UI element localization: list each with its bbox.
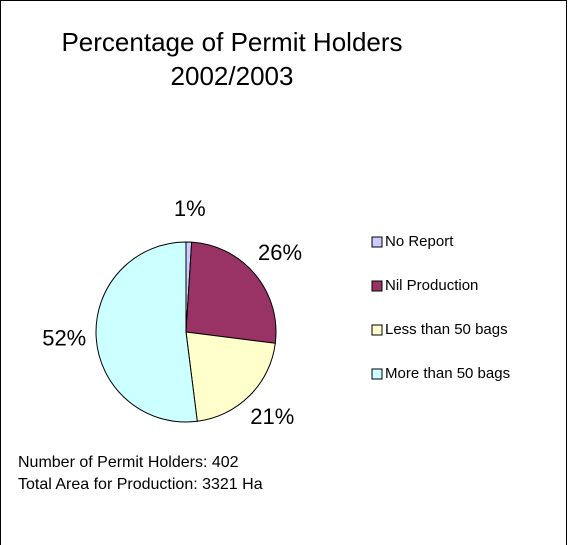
pie-slice [95,241,198,423]
chart-subtitle: 2002/2003 [171,61,294,91]
legend-label: Less than 50 bags [385,321,508,338]
legend-label: More than 50 bags [385,365,510,382]
pie-slice [185,331,276,422]
legend-swatch [371,280,383,292]
data-label: 26% [258,240,302,265]
pie-slice [185,241,277,344]
chart-title: Percentage of Permit Holders [61,27,402,57]
legend-label: No Report [385,233,454,250]
legend-swatch [371,236,383,248]
legend-swatch [371,324,383,336]
legend-swatch [371,368,383,380]
data-label: 21% [250,404,294,429]
data-label: 1% [174,196,206,221]
annotation: Total Area for Production: 3321 Ha [18,476,263,493]
legend-label: Nil Production [385,277,478,294]
data-label: 52% [42,325,86,350]
annotation: Number of Permit Holders: 402 [18,454,239,471]
